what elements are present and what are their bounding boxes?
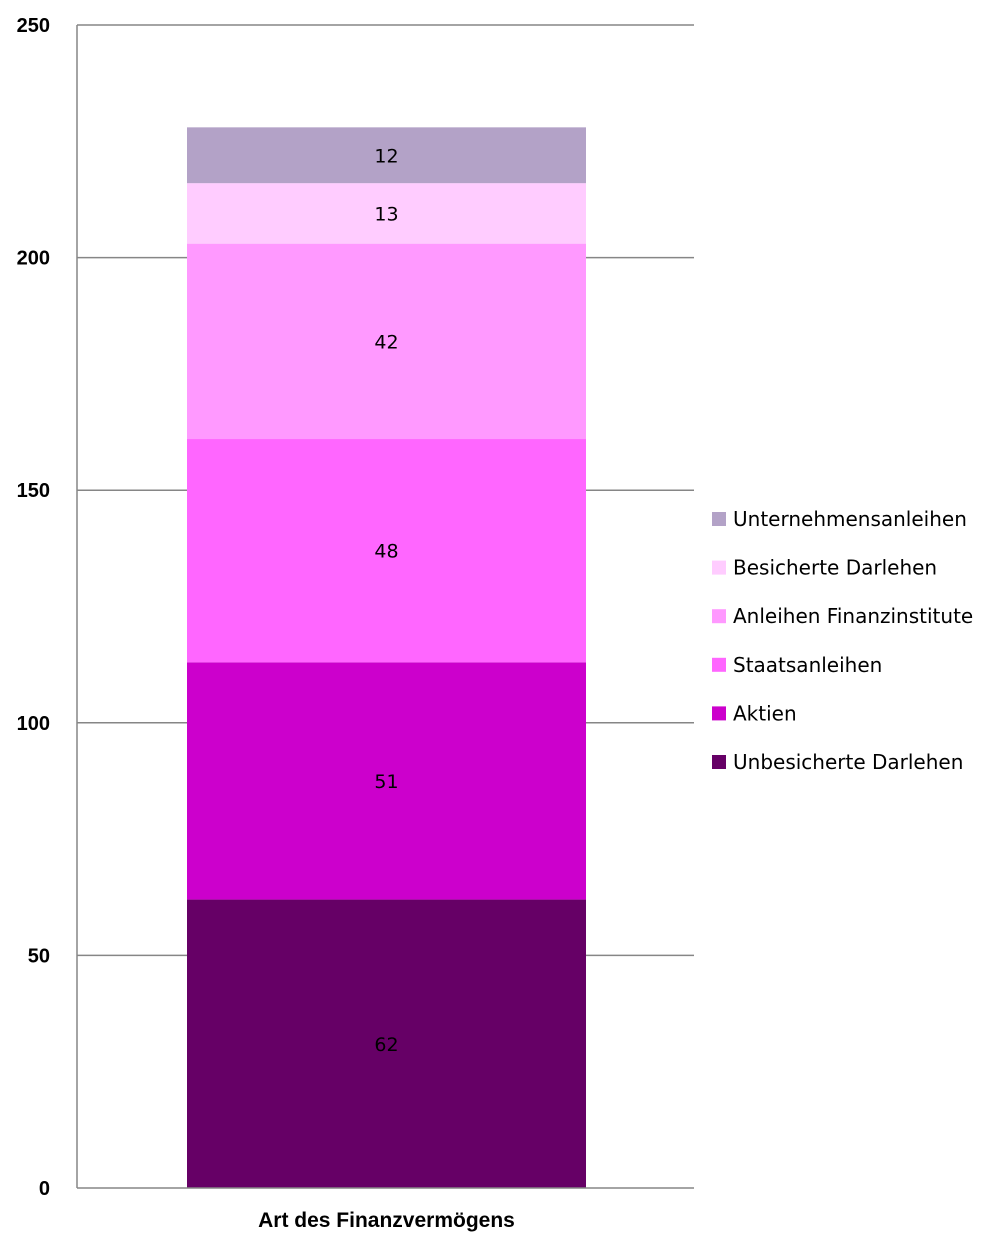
y-tick-label: 50: [28, 945, 50, 967]
x-axis-category-labels: Art des Finanzvermögens: [258, 1209, 515, 1232]
y-tick-label: 100: [17, 713, 50, 735]
legend-swatch-unternehmensanleihen: [712, 512, 726, 526]
y-tick-label: 150: [17, 480, 50, 502]
data-label-staatsanleihen: 48: [374, 541, 398, 563]
legend-swatch-unbesicherte-darlehen: [712, 755, 726, 769]
legend-swatch-staatsanleihen: [712, 657, 726, 672]
bar-segments: [187, 127, 586, 1188]
x-category-label: Art des Finanzvermögens: [258, 1209, 515, 1232]
legend-label-unbesicherte-darlehen: Unbesicherte Darlehen: [733, 750, 963, 774]
legend-label-anleihen-finanzinstitute: Anleihen Finanzinstitute: [733, 604, 973, 628]
legend-label-staatsanleihen: Staatsanleihen: [733, 653, 882, 677]
data-label-anleihen-finanzinstitute: 42: [374, 331, 398, 353]
y-tick-label: 0: [39, 1178, 50, 1200]
data-label-unternehmensanleihen: 12: [374, 145, 398, 167]
data-label-unbesicherte-darlehen: 62: [374, 1034, 398, 1056]
bar-segment-unternehmensanleihen: [187, 127, 586, 184]
legend-swatch-anleihen-finanzinstitute: [712, 609, 726, 624]
bar-segment-aktien: [187, 662, 586, 900]
bar-segment-anleihen-finanzinstitute: [187, 243, 586, 440]
legend-label-besicherte-darlehen: Besicherte Darlehen: [733, 556, 937, 580]
legend-label-unternehmensanleihen: Unternehmensanleihen: [733, 507, 967, 531]
bar-segment-besicherte-darlehen: [187, 183, 586, 244]
legend-swatch-aktien: [712, 706, 726, 721]
data-labels: 62 51 48 42 13 12: [374, 145, 398, 1056]
y-axis-tick-labels: 0 50 100 150 200 250: [17, 15, 50, 1200]
legend-swatch-besicherte-darlehen: [712, 560, 726, 575]
legend: Unternehmensanleihen Besicherte Darlehen A…: [712, 507, 973, 774]
y-tick-label: 200: [17, 248, 50, 270]
bar-segment-staatsanleihen: [187, 439, 586, 663]
y-tick-label: 250: [17, 15, 50, 37]
bar-segment-unbesicherte-darlehen: [187, 899, 586, 1188]
legend-label-aktien: Aktien: [733, 701, 797, 725]
data-label-aktien: 51: [374, 771, 398, 793]
data-label-besicherte-darlehen: 13: [374, 203, 398, 225]
